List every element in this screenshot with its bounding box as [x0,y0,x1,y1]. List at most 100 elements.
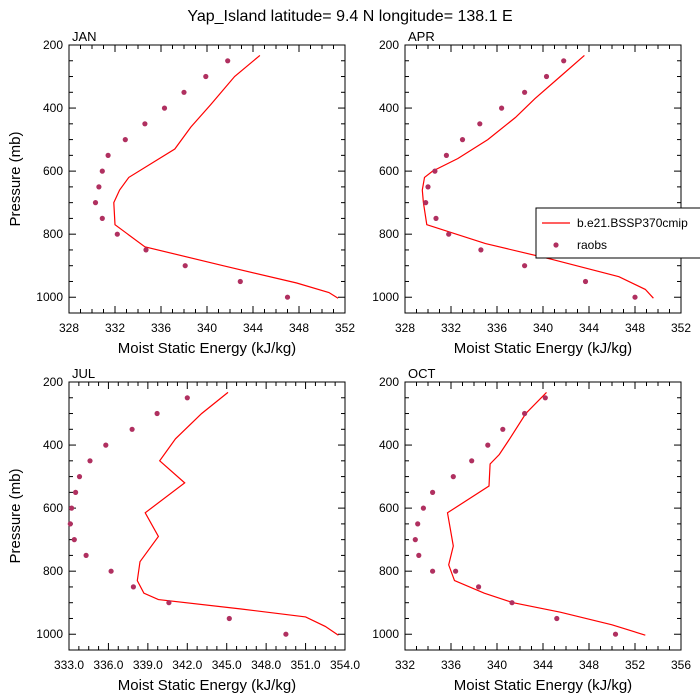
x-axis-label: Moist Static Energy (kJ/kg) [454,340,632,357]
x-tick-label: 351.0 [291,658,321,672]
y-axis-label: Pressure (mb) [7,131,24,226]
x-axis-label: Moist Static Energy (kJ/kg) [454,677,632,694]
raobs-point [477,121,483,127]
x-tick-label: 344 [579,321,599,335]
y-tick-label: 200 [379,375,399,389]
raobs-point [478,247,484,253]
panel-label: JAN [72,29,97,44]
raobs-point [522,263,528,269]
raobs-point [430,489,436,495]
x-tick-label: 340 [533,321,553,335]
y-tick-label: 800 [43,227,63,241]
x-tick-label: 345.0 [212,658,242,672]
series-line-model [421,54,654,299]
raobs-point [423,200,429,206]
raobs-point [226,615,232,622]
raobs-point [485,442,491,448]
y-axis-label: Pressure (mb) [7,468,24,563]
series-line-model [113,54,339,299]
y-tick-label: 600 [379,501,399,515]
series-line-model [446,391,646,636]
y-tick-label: 400 [379,101,399,115]
x-tick-label: 328 [395,321,415,335]
raobs-point [114,231,120,237]
x-tick-label: 336 [487,321,507,335]
x-tick-label: 332 [395,658,415,672]
raobs-point [543,73,550,80]
y-tick-label: 600 [43,164,63,178]
y-tick-label: 200 [43,375,63,389]
raobs-point [92,200,99,206]
x-tick-label: 352 [671,321,691,335]
raobs-point [542,395,548,401]
panel-apr: APR 328 332 336 340 344 348 352 200 400 600 800 1000… [372,29,691,357]
raobs-point [446,231,452,237]
panel-label: OCT [408,366,436,381]
raobs-point [283,631,289,637]
raobs-point [416,552,422,559]
x-tick-label: 352 [335,321,355,335]
raobs-point [105,152,111,158]
raobs-point [459,137,466,143]
legend: b.e21.BSSP370cmip raobs [535,207,700,259]
x-tick-label: 340 [197,321,217,335]
raobs-point [522,89,528,95]
x-tick-label: 344 [243,321,263,335]
y-tick-label: 1000 [36,290,63,304]
raobs-point [453,568,459,574]
raobs-point [582,278,589,285]
x-tick-label: 339.0 [133,658,163,672]
legend-label-raobs: raobs [577,238,607,252]
raobs-point [415,521,421,527]
legend-box [535,207,700,259]
legend-dot-swatch [553,242,559,248]
y-tick-label: 800 [379,564,399,578]
raobs-point [99,215,105,221]
x-tick-label: 340 [487,658,507,672]
x-tick-label: 348.0 [251,658,281,672]
x-tick-label: 354.0 [330,658,360,672]
raobs-point [122,137,128,143]
raobs-point [612,631,619,637]
raobs-point [181,89,187,95]
y-tick-label: 400 [379,438,399,452]
raobs-point [143,247,149,253]
raobs-point [632,294,638,300]
raobs-point [500,426,506,432]
raobs-point [99,168,105,174]
x-tick-label: 336 [151,321,171,335]
raobs-point [554,615,560,622]
y-tick-label: 400 [43,438,63,452]
raobs-point [499,105,505,111]
x-tick-label: 332 [105,321,125,335]
x-tick-label: 336 [441,658,461,672]
raobs-point [443,152,449,158]
raobs-point [237,278,243,285]
x-axis-label: Moist Static Energy (kJ/kg) [118,677,296,694]
raobs-point [225,58,231,64]
x-axis-label: Moist Static Energy (kJ/kg) [118,340,296,357]
raobs-point [509,600,515,606]
x-tick-label: 328 [59,321,79,335]
panel-jul: JUL 333.0 336.0 339.0 342.0 345.0 348.0 351.0 35… [7,366,360,694]
raobs-point [432,168,438,174]
raobs-point [430,568,436,574]
x-tick-label: 348 [579,658,599,672]
y-tick-label: 200 [43,38,63,52]
panel-oct: OCT 332 336 340 344 348 352 356 200 400 600 800 1000… [372,366,691,694]
figure-title: Yap_Island latitude= 9.4 N longitude= 13… [187,8,512,25]
x-tick-label: 348 [289,321,309,335]
y-tick-label: 400 [43,101,63,115]
raobs-point [130,584,136,590]
y-tick-label: 1000 [372,627,399,641]
x-tick-label: 348 [625,321,645,335]
raobs-point [71,537,77,543]
raobs-point [129,426,135,432]
raobs-point [182,263,188,269]
x-tick-label: 344 [533,658,553,672]
raobs-point [420,505,426,511]
raobs-point [522,410,528,417]
x-tick-label: 356 [671,658,691,672]
